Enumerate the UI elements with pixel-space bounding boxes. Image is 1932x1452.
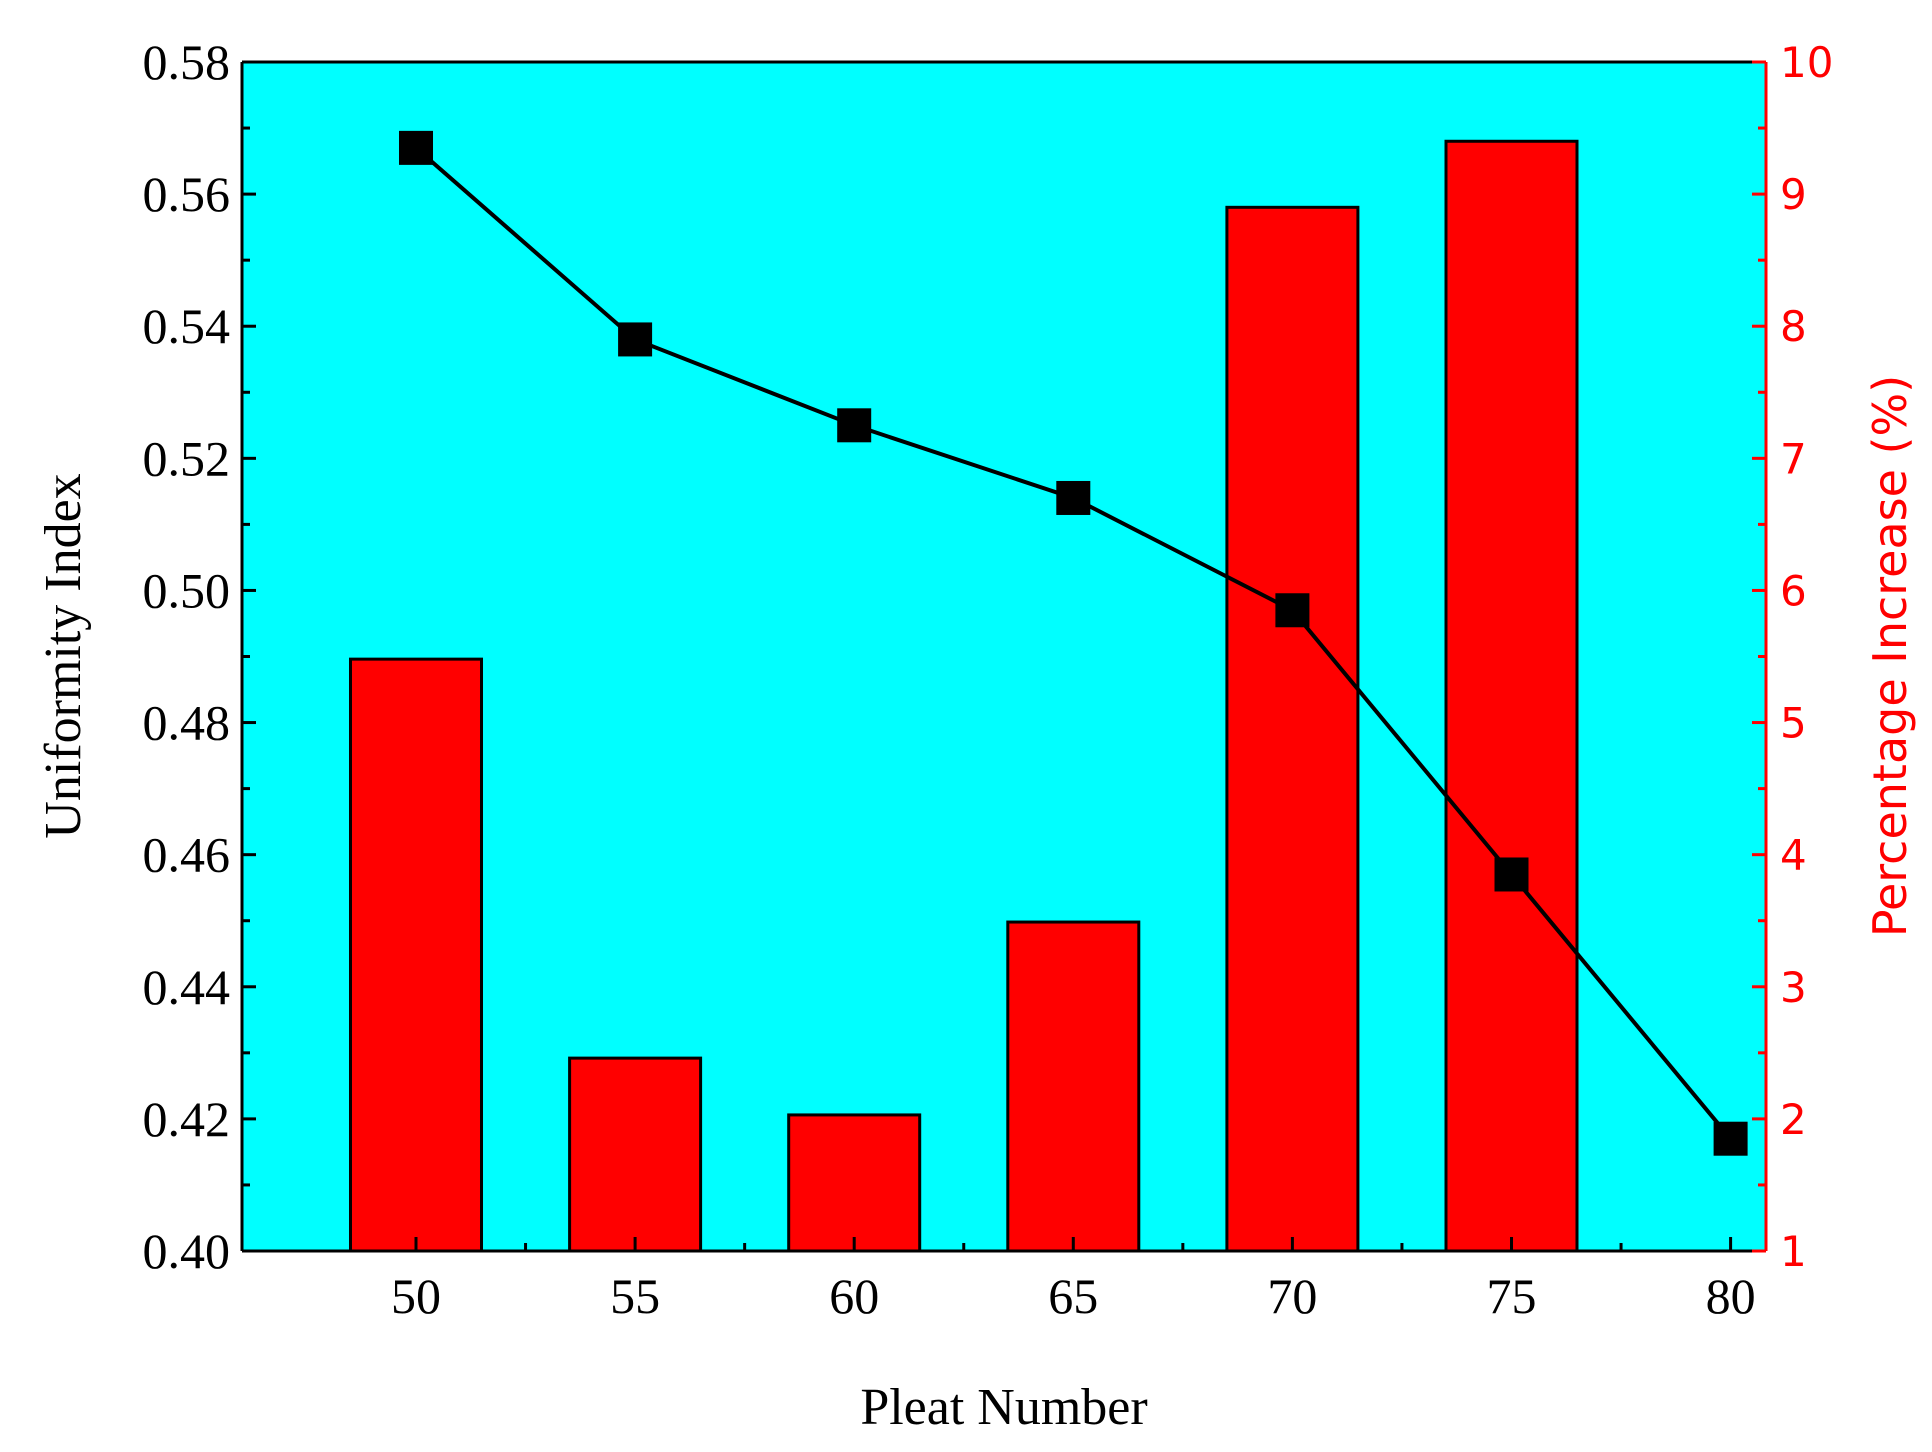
right-tick-label: 8 <box>1780 302 1807 351</box>
axes-layer: 0.40 0.42 0.44 0.46 0.48 0.50 0.52 0.54 0.56 0.58… <box>143 34 1834 1324</box>
right-tick-label: 7 <box>1780 434 1807 483</box>
left-tick-label: 0.50 <box>143 562 231 618</box>
right-tick-label: 9 <box>1780 170 1807 219</box>
right-tick-label: 4 <box>1780 831 1807 880</box>
bottom-tick-label: 80 <box>1706 1268 1756 1324</box>
bar <box>1444 139 1579 1253</box>
right-tick-label: 2 <box>1780 1095 1807 1144</box>
left-tick-label: 0.40 <box>143 1223 231 1279</box>
right-tick-label: 6 <box>1780 566 1807 615</box>
bottom-tick-label: 65 <box>1048 1268 1098 1324</box>
bar <box>1006 920 1141 1253</box>
data-point <box>1056 480 1091 515</box>
right-tick-label: 3 <box>1780 963 1807 1012</box>
right-tick-label: 10 <box>1780 38 1833 87</box>
bottom-tick-label: 60 <box>829 1268 879 1324</box>
left-tick-label: 0.54 <box>143 298 231 354</box>
data-point <box>618 322 653 357</box>
bar <box>349 657 483 1253</box>
left-tick-label: 0.44 <box>143 959 231 1015</box>
left-tick-label: 0.56 <box>143 166 231 222</box>
left-y-axis-title: Uniformity Index <box>35 473 92 838</box>
left-tick-label: 0.48 <box>143 695 231 751</box>
bottom-tick-label: 75 <box>1487 1268 1537 1324</box>
left-tick-label: 0.52 <box>143 430 231 486</box>
data-point <box>1713 1121 1748 1156</box>
left-tick-label: 0.58 <box>143 34 231 90</box>
bar <box>568 1056 703 1253</box>
right-tick-label: 5 <box>1780 699 1807 748</box>
bars-layer <box>349 139 1579 1253</box>
right-tick-label: 1 <box>1780 1227 1807 1276</box>
data-point <box>1275 593 1310 628</box>
left-tick-label: 0.42 <box>143 1091 231 1147</box>
bottom-tick-label: 70 <box>1267 1268 1317 1324</box>
data-point <box>1494 857 1529 892</box>
bar <box>1225 205 1360 1253</box>
x-axis-title: Pleat Number <box>860 1379 1147 1436</box>
bottom-tick-label: 50 <box>391 1268 441 1324</box>
data-point <box>837 408 872 443</box>
data-point <box>399 130 433 165</box>
bar <box>787 1113 922 1253</box>
left-tick-label: 0.46 <box>143 827 231 883</box>
bottom-tick-label: 55 <box>610 1268 660 1324</box>
right-y-axis-title: Percentage Increase (%) <box>1863 375 1917 937</box>
line-layer <box>399 130 1748 1156</box>
